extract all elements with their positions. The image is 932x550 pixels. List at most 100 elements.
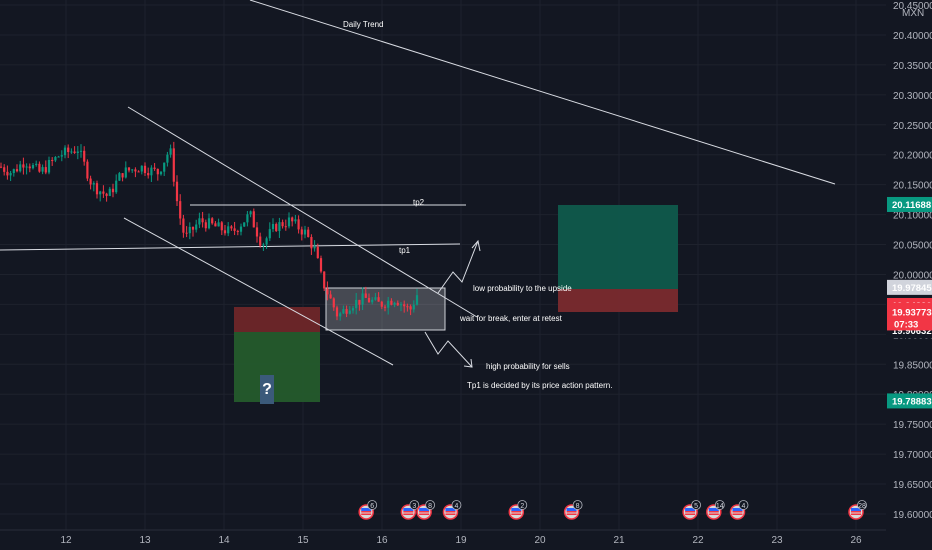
- annotation-tp1-decided: Tp1 is decided by its price action patte…: [467, 381, 612, 390]
- price-badge[interactable]: 20.11688: [887, 196, 932, 212]
- tp1-line[interactable]: [0, 243, 461, 251]
- economic-event-icon[interactable]: 8: [563, 500, 583, 520]
- candle-body: [207, 218, 211, 229]
- price-badge[interactable]: 19.97845: [887, 279, 932, 295]
- candle-body: [287, 217, 291, 227]
- economic-event-icon[interactable]: 4: [729, 500, 749, 520]
- x-tick-label: 13: [139, 535, 151, 546]
- candle-body: [339, 313, 342, 317]
- candle-body: [76, 151, 79, 154]
- economic-event-icon[interactable]: 5: [682, 500, 701, 520]
- economic-event-icon[interactable]: 28: [848, 500, 867, 520]
- candle-body: [25, 166, 28, 168]
- candles: [0, 141, 419, 321]
- y-tick-label: 20.10000: [893, 211, 932, 222]
- y-tick-label: 19.70000: [893, 450, 932, 461]
- time-axis[interactable]: [0, 530, 932, 550]
- candle-body: [166, 154, 169, 163]
- economic-event-icon[interactable]: 6: [358, 500, 378, 520]
- time-axis-ticks: 12 13 14 15 16 19 20 21 22 23 26: [60, 535, 862, 546]
- candle-body: [134, 169, 137, 172]
- candle-body: [332, 298, 335, 308]
- candle-body: [367, 297, 371, 303]
- price-badge-label: 19.90632: [892, 326, 932, 337]
- candle-body: [246, 214, 249, 223]
- candle-body: [403, 304, 406, 307]
- candle-body: [201, 218, 204, 223]
- candle-body: [22, 164, 25, 168]
- candle-body: [131, 169, 134, 171]
- candle-body: [0, 166, 3, 168]
- channel-upper-line[interactable]: [127, 106, 478, 318]
- price-axis[interactable]: [886, 0, 932, 550]
- candle-body: [15, 169, 19, 172]
- candle-body: [137, 171, 140, 173]
- candle-body: [175, 181, 179, 202]
- candle-body: [127, 167, 131, 171]
- candle-body: [380, 301, 383, 307]
- annotation-daily-trend: Daily Trend: [343, 20, 383, 29]
- candle-body: [326, 288, 329, 295]
- price-badges: 20.1168819.9784519.9482019.9399319.93773…: [887, 196, 932, 409]
- candle-body: [227, 226, 230, 234]
- event-count-label: 3: [412, 503, 416, 510]
- candle-body: [41, 167, 44, 172]
- daily-trend-line[interactable]: [249, 0, 836, 185]
- event-count-label: 4: [742, 503, 746, 510]
- event-count-label: 8: [428, 503, 432, 510]
- candle-body: [310, 236, 313, 249]
- price-badge[interactable]: 19.93773: [887, 304, 932, 320]
- candle-body: [377, 297, 380, 302]
- candle-body: [172, 148, 175, 182]
- downside-path-arrow[interactable]: [424, 331, 473, 368]
- y-tick-label: 19.60000: [893, 510, 932, 521]
- short-loss-zone[interactable]: [234, 307, 320, 332]
- y-tick-label: 20.25000: [893, 121, 932, 132]
- candle-body: [198, 218, 201, 225]
- price-badge[interactable]: 19.78883: [887, 393, 932, 409]
- economic-event-icon[interactable]: 14: [706, 500, 725, 520]
- candle-body: [89, 178, 92, 185]
- event-count-badge: [691, 500, 701, 510]
- candle-body: [374, 297, 377, 300]
- economic-event-icon[interactable]: 2: [508, 500, 528, 520]
- event-count-badge: [857, 500, 867, 510]
- candle-body: [243, 222, 246, 227]
- candle-body: [396, 302, 399, 306]
- candle-body: [249, 211, 252, 215]
- candle-body: [271, 223, 275, 230]
- long-loss-zone[interactable]: [558, 289, 678, 312]
- x-tick-label: 22: [692, 535, 704, 546]
- economic-event-icon[interactable]: 3: [400, 500, 420, 520]
- upside-path-arrow[interactable]: [437, 240, 479, 294]
- candle-body: [44, 167, 47, 173]
- candle-body: [73, 151, 76, 154]
- event-count-label: 5: [694, 503, 698, 510]
- economic-event-icon[interactable]: 4: [442, 500, 462, 520]
- candle-body: [111, 188, 115, 193]
- event-count-label: 4: [455, 503, 459, 510]
- candle-body: [118, 173, 121, 181]
- candle-body: [115, 180, 118, 193]
- question-mark-box: [260, 375, 274, 404]
- long-profit-zone[interactable]: [558, 205, 678, 289]
- x-tick-label: 16: [376, 535, 388, 546]
- candle-body: [268, 229, 271, 239]
- candle-body: [284, 226, 287, 228]
- y-tick-label: 20.00000: [893, 270, 932, 281]
- short-profit-zone[interactable]: [234, 332, 320, 402]
- candle-body: [313, 246, 316, 249]
- candle-body: [239, 226, 243, 232]
- event-count-label: 14: [716, 503, 724, 510]
- candle-body: [105, 193, 108, 196]
- economic-event-icon[interactable]: 8: [416, 500, 436, 520]
- candle-body: [399, 304, 403, 306]
- y-tick-label: 20.20000: [893, 151, 932, 162]
- x-tick-label: 21: [613, 535, 625, 546]
- channel-lower-line[interactable]: [123, 217, 394, 366]
- candle-body: [230, 226, 233, 229]
- candle-body: [92, 183, 95, 185]
- candle-body: [60, 155, 63, 157]
- candle-body: [390, 300, 393, 305]
